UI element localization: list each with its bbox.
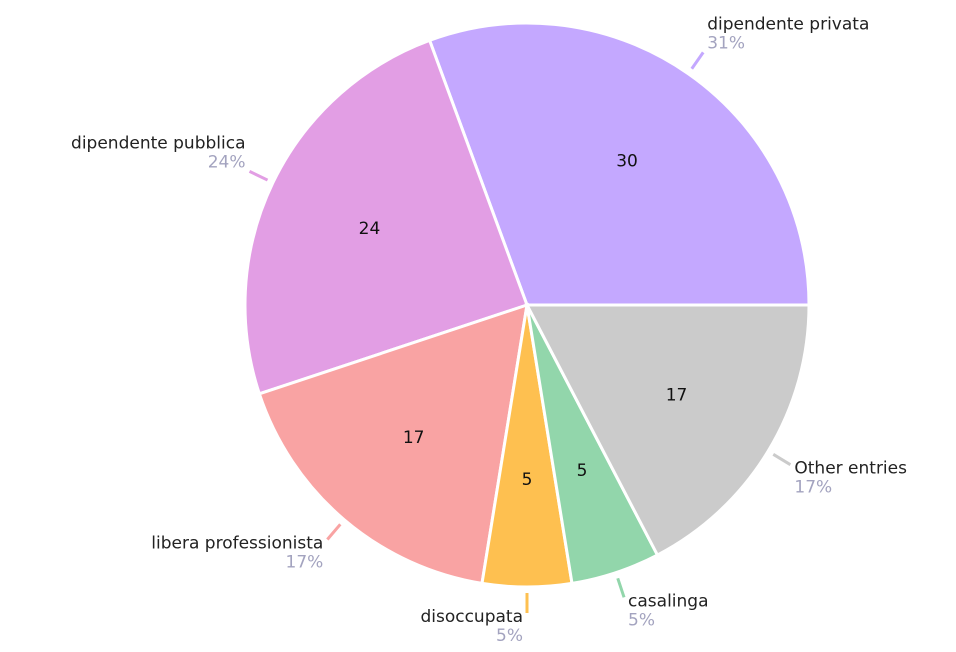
leader-line — [772, 453, 792, 466]
value-label: 5 — [522, 470, 533, 490]
category-label: disoccupata — [420, 607, 523, 627]
leader-line — [690, 51, 705, 70]
pie-slice — [524, 303, 811, 558]
pie-slice — [243, 38, 529, 396]
value-label: 30 — [616, 152, 638, 172]
pie-slice — [257, 302, 529, 586]
percent-label: 31% — [707, 33, 745, 53]
value-label: 17 — [403, 428, 425, 448]
leader-line — [616, 577, 626, 598]
percent-label: 5% — [496, 626, 523, 646]
leader-line — [248, 170, 269, 182]
value-label: 17 — [666, 386, 688, 406]
percent-label: 24% — [208, 152, 246, 172]
percent-label: 17% — [794, 478, 832, 498]
category-label: libera professionista — [151, 534, 323, 554]
leader-line — [326, 523, 342, 541]
percent-label: 17% — [286, 553, 324, 573]
category-label: dipendente privata — [707, 14, 869, 34]
pie-slice — [427, 21, 811, 307]
value-label: 5 — [577, 461, 588, 481]
category-label: Other entries — [794, 459, 907, 479]
value-label: 24 — [359, 219, 381, 239]
category-label: casalinga — [628, 591, 708, 611]
percent-label: 5% — [628, 610, 655, 630]
category-label: dipendente pubblica — [71, 133, 245, 153]
